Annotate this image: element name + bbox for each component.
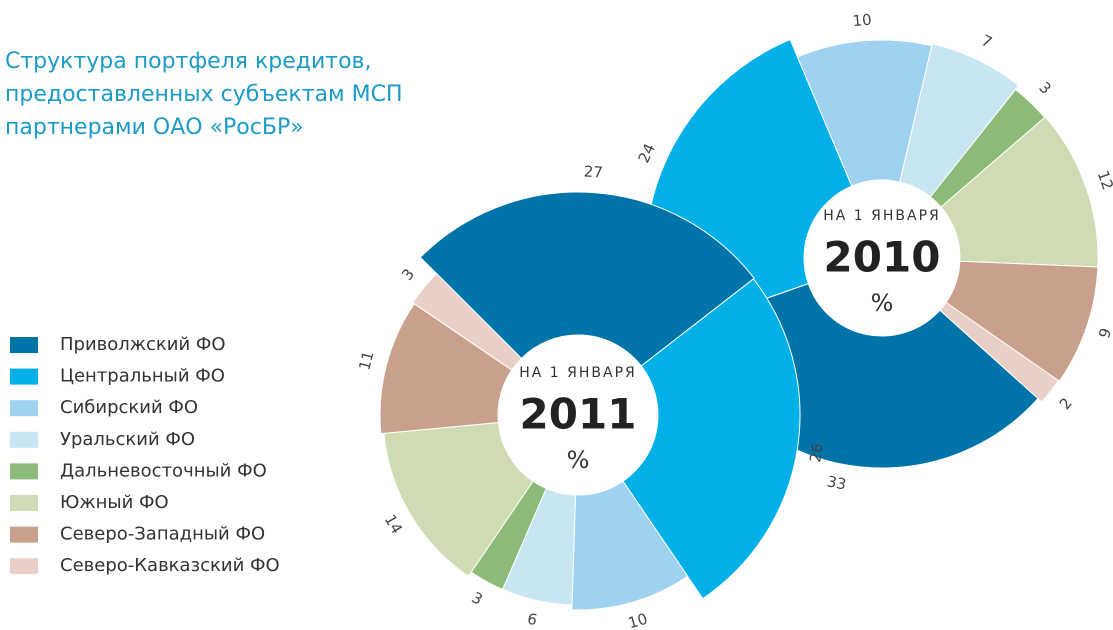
center-year: 2010 (824, 233, 941, 282)
center-label: НА 1 ЯНВАРЯ (823, 208, 941, 224)
legend-label: Северо-Западный ФО (60, 524, 265, 545)
value-label: 33 (826, 472, 848, 493)
value-label: 7 (978, 31, 994, 51)
legend-label: Северо-Кавказский ФО (60, 555, 280, 576)
chart-title: Структура портфеля кредитов, (5, 49, 372, 74)
center-unit: % (871, 289, 894, 317)
center-unit: % (567, 446, 590, 474)
value-label: 11 (355, 349, 377, 372)
legend-swatch (10, 431, 38, 448)
center-year: 2011 (520, 390, 637, 439)
legend-label: Южный ФО (60, 492, 169, 513)
legend-swatch (10, 337, 38, 353)
value-label: 26 (806, 442, 827, 464)
legend-label: Приволжский ФО (60, 334, 226, 355)
value-label: 12 (1094, 168, 1113, 192)
value-label: 3 (469, 588, 486, 608)
value-label: 10 (626, 610, 649, 630)
donut-hole (498, 335, 658, 495)
value-label: 2 (1056, 394, 1076, 413)
legend-swatch (10, 495, 38, 511)
chart-title: предоставленных субъектам МСП (5, 82, 402, 107)
value-label: 24 (635, 141, 659, 166)
donut-hole (804, 180, 960, 336)
legend-swatch (10, 400, 38, 417)
value-label: 6 (526, 610, 539, 630)
value-label: 10 (852, 11, 873, 31)
value-label: 3 (398, 265, 418, 284)
chart-title: партнерами ОАО «РосБР» (5, 115, 304, 140)
legend-label: Сибирский ФО (60, 397, 198, 418)
legend-swatch (10, 558, 38, 575)
legend-swatch (10, 526, 38, 543)
center-label: НА 1 ЯНВАРЯ (519, 365, 637, 381)
legend-swatch (10, 463, 38, 480)
value-label: 9 (1095, 326, 1113, 341)
legend-label: Дальневосточный ФО (60, 460, 267, 481)
legend-label: Центральный ФО (60, 366, 225, 387)
value-label: 3 (1035, 78, 1054, 98)
legend-swatch (10, 368, 38, 385)
value-label: 14 (381, 511, 406, 537)
value-label: 27 (583, 162, 603, 181)
legend-label: Уральский ФО (60, 429, 195, 450)
